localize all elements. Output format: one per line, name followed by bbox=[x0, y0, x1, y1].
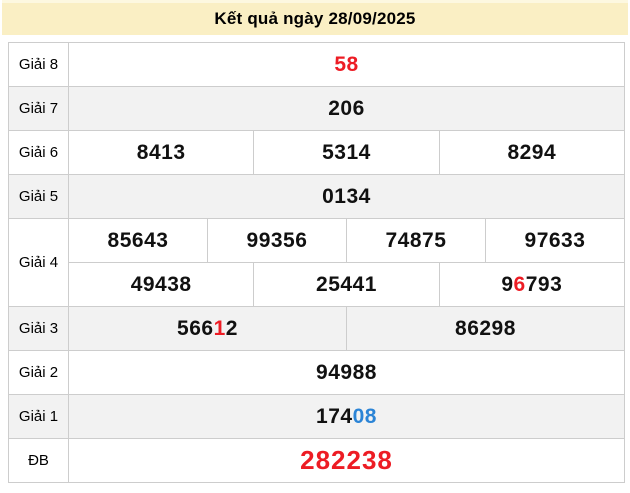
prize-number-cell: 5314 bbox=[253, 130, 440, 175]
digit-segment: 174 bbox=[316, 404, 353, 428]
results-table-body: Giải 8 58 Giải 7 206 Giải 6 8413 5314 8294 Giải … bbox=[8, 42, 625, 483]
prize-label: Giải 7 bbox=[8, 86, 69, 131]
highlight-digit-red: 58 bbox=[334, 52, 359, 76]
digit-segment: 9 bbox=[501, 272, 514, 296]
prize-label: Giải 1 bbox=[8, 394, 69, 439]
prize-row: 49438 25441 96793 bbox=[9, 262, 625, 307]
prize-row: Giải 6 8413 5314 8294 bbox=[8, 130, 625, 175]
digit-segment: 74875 bbox=[385, 228, 447, 252]
prize-label: Giải 5 bbox=[8, 174, 69, 219]
prize-row: Giải 5 0134 bbox=[8, 174, 625, 219]
digit-segment: 8294 bbox=[507, 140, 557, 164]
prize-label: Giải 6 bbox=[8, 130, 69, 175]
prize-number-cell: 85643 bbox=[68, 218, 208, 263]
digit-segment: 5314 bbox=[322, 140, 371, 164]
highlight-digit-red: 1 bbox=[213, 316, 226, 340]
prize-row: Giải 1 17408 bbox=[8, 394, 625, 439]
prize-number-cell: 99356 bbox=[206, 218, 347, 263]
digit-segment: 25441 bbox=[316, 272, 377, 296]
prize-label: ĐB bbox=[8, 438, 69, 483]
prize-number-cell: 74875 bbox=[345, 218, 486, 263]
highlight-digit-red: 282238 bbox=[300, 445, 393, 475]
prize-number-cell: 25441 bbox=[253, 262, 440, 307]
digit-segment: 97633 bbox=[524, 228, 586, 252]
prize-row: Giải 4 85643 99356 74875 97633 bbox=[8, 218, 625, 307]
prize-number-cell: 96793 bbox=[438, 262, 625, 307]
prize-number-cell: 94988 bbox=[68, 350, 625, 395]
prize-number-cell: 86298 bbox=[345, 306, 625, 351]
digit-segment: 2 bbox=[225, 316, 238, 340]
title-bar: Kết quả ngày 28/09/2025 bbox=[2, 0, 628, 35]
digit-segment: 49438 bbox=[130, 272, 192, 296]
prize-label: Giải 3 bbox=[8, 306, 69, 351]
prize-label: Giải 4 bbox=[8, 218, 69, 307]
prize-row: ĐB 282238 bbox=[8, 438, 625, 483]
results-table: Giải 8 58 Giải 7 206 Giải 6 8413 5314 8294 Giải … bbox=[8, 42, 625, 483]
digit-segment: 86298 bbox=[455, 316, 516, 340]
digit-segment: 793 bbox=[525, 272, 563, 296]
prize-row: Giải 8 58 bbox=[8, 42, 625, 87]
prize-row: Giải 7 206 bbox=[8, 86, 625, 131]
digit-segment: 206 bbox=[328, 96, 365, 120]
prize-row: Giải 3 56612 86298 bbox=[8, 306, 625, 351]
digit-segment: 0134 bbox=[322, 184, 371, 208]
prize-number-cell: 97633 bbox=[484, 218, 625, 263]
prize-number-cell: 206 bbox=[68, 86, 625, 131]
highlight-digit-red: 6 bbox=[513, 272, 526, 296]
digit-segment: 94988 bbox=[316, 360, 377, 384]
digit-segment: 8413 bbox=[136, 140, 186, 164]
prize-number-cell: 17408 bbox=[68, 394, 625, 439]
prize-label: Giải 2 bbox=[8, 350, 69, 395]
prize-number-cell: 0134 bbox=[68, 174, 625, 219]
prize-label: Giải 8 bbox=[8, 42, 69, 87]
prize-number-cell: 8413 bbox=[67, 130, 255, 175]
prize-number-cell: 56612 bbox=[68, 306, 347, 351]
prize-number-cell: 58 bbox=[68, 42, 625, 87]
prize-row: Giải 2 94988 bbox=[8, 350, 625, 395]
digit-segment: 85643 bbox=[107, 228, 169, 252]
prize-number-cell: 49438 bbox=[67, 262, 255, 307]
digit-segment: 566 bbox=[177, 316, 214, 340]
highlight-digit-blue: 08 bbox=[352, 404, 377, 428]
digit-segment: 99356 bbox=[246, 228, 308, 252]
page-title: Kết quả ngày 28/09/2025 bbox=[214, 9, 416, 28]
prize-number-cell: 8294 bbox=[438, 130, 625, 175]
prize-number-cell: 282238 bbox=[68, 438, 625, 483]
